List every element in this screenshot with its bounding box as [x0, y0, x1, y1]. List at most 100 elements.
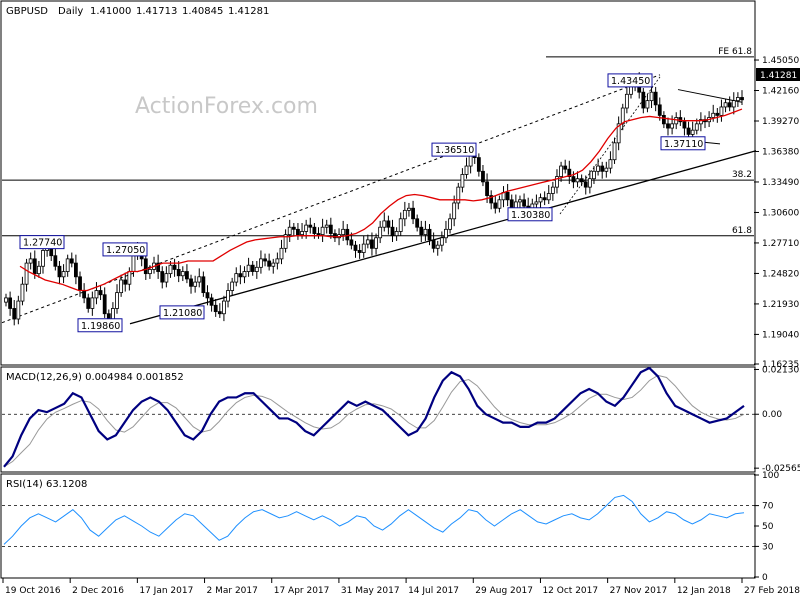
candle-body	[345, 228, 350, 241]
price-annotation-label: 1.36510	[435, 145, 474, 156]
candle-body	[160, 271, 165, 283]
price-annotation-box	[77, 318, 123, 333]
candle-body	[254, 266, 259, 272]
candle-body	[20, 283, 25, 302]
candle-body	[690, 129, 695, 135]
candle-body	[353, 244, 358, 251]
price-tick-label: 1.16235	[762, 360, 799, 370]
candle-body	[86, 297, 91, 309]
candle-body	[102, 294, 107, 315]
watermark: ActionForex.com	[135, 94, 318, 119]
candle-body	[78, 276, 82, 291]
candle-body	[493, 202, 498, 209]
candle-body	[711, 112, 716, 118]
price-annotation-label: 1.30380	[511, 210, 550, 221]
candle-body	[394, 231, 399, 237]
date-tick-label: 19 Oct 2016	[5, 586, 61, 596]
candle-body	[365, 239, 370, 245]
candle-body	[460, 174, 465, 188]
price-annotation-label: 1.27740	[23, 238, 62, 249]
candle-body	[349, 239, 354, 246]
candle-body	[53, 255, 58, 267]
date-tick-label: 27 Nov 2017	[610, 586, 668, 596]
wedge-upper-line	[677, 89, 743, 103]
price-tick-label: 1.42160	[762, 87, 799, 97]
date-tick-label: 27 Feb 2018	[744, 586, 800, 596]
candle-body	[464, 165, 469, 175]
candle-body	[283, 234, 288, 249]
candle-body	[300, 231, 304, 236]
candle-body	[119, 279, 124, 294]
candle-body	[90, 297, 95, 309]
candle-body	[518, 199, 522, 203]
candle-body	[407, 207, 411, 211]
candle-body	[217, 311, 222, 315]
date-tick-label: 31 May 2017	[341, 586, 400, 596]
fib-level-label: 38.2	[732, 170, 752, 180]
candle-body	[304, 224, 309, 232]
candle-body	[596, 165, 600, 172]
candle-body	[616, 123, 621, 144]
candle-body	[579, 178, 584, 183]
candle-body	[296, 228, 300, 236]
macd-tick-label: 0.00	[762, 410, 782, 420]
candle-body	[423, 228, 428, 236]
candle-body	[481, 170, 485, 183]
candle-body	[238, 273, 243, 278]
price-annotation-box	[19, 235, 65, 250]
candle-body	[497, 199, 502, 209]
current-price-marker	[756, 68, 800, 81]
candle-body	[382, 220, 387, 228]
candle-body	[649, 91, 654, 102]
candle-body	[661, 115, 666, 125]
candle-body	[444, 228, 448, 239]
candle-body	[415, 218, 420, 228]
candle-body	[694, 123, 699, 131]
symbol-label: GBPUSD	[6, 6, 48, 17]
macd-tick-label: 0.021303	[762, 365, 800, 375]
candle-body	[620, 107, 625, 125]
candle-body	[4, 297, 8, 303]
date-tick-label: 2 Dec 2016	[72, 586, 124, 596]
candle-body	[250, 264, 255, 272]
rsi-pane: 100 70 50 30 0	[2, 471, 779, 583]
candle-body	[316, 233, 321, 236]
close-value: 1.41281	[228, 6, 269, 17]
candle-body	[156, 262, 161, 272]
candle-body	[324, 224, 329, 228]
candle-body	[205, 292, 210, 299]
price-tick-label: 1.24820	[762, 269, 799, 279]
rsi-label: RSI(14) 63.1208	[6, 479, 87, 490]
candle-body	[386, 220, 391, 228]
price-pane-frame	[0, 0, 756, 366]
candle-body	[172, 264, 177, 270]
candle-body	[41, 250, 45, 267]
candle-body	[645, 100, 650, 109]
price-annotation-box	[102, 242, 148, 257]
candle-body	[378, 226, 383, 239]
candle-body	[242, 271, 247, 278]
price-annotation-label: 1.19860	[81, 321, 120, 332]
candle-body	[176, 269, 181, 277]
candle-body	[583, 181, 588, 188]
candle-body	[682, 121, 687, 129]
candle-body	[279, 247, 284, 260]
candle-body	[505, 192, 510, 201]
candle-body	[127, 271, 132, 285]
candle-body	[370, 239, 374, 249]
candle-body	[489, 195, 494, 204]
candle-body	[563, 165, 568, 170]
candle-body	[115, 292, 119, 309]
price-annotation-box	[507, 207, 553, 222]
candle-body	[398, 218, 403, 232]
candle-body	[538, 197, 543, 203]
rsi-tick-label: 50	[762, 522, 774, 532]
price-annotation-label: 1.21080	[163, 308, 202, 319]
price-tick-label: 1.39270	[762, 117, 799, 127]
candle-body	[82, 290, 87, 299]
price-annotation-box	[431, 142, 477, 157]
low-value: 1.40845	[182, 6, 223, 17]
current-price-label: 1.41281	[760, 71, 797, 81]
candle-body	[180, 271, 185, 277]
